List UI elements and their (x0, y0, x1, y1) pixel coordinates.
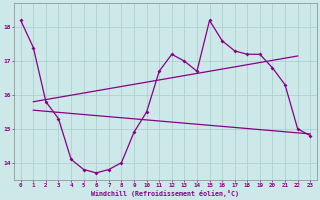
X-axis label: Windchill (Refroidissement éolien,°C): Windchill (Refroidissement éolien,°C) (92, 190, 239, 197)
